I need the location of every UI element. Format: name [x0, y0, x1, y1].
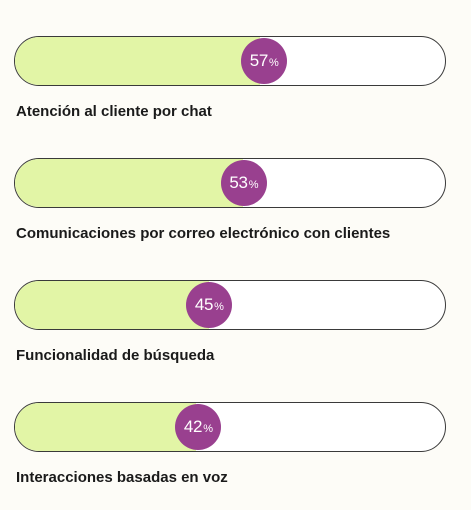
value-badge: 53% — [220, 160, 267, 206]
percent-sign: % — [214, 301, 224, 313]
value-label: 42 — [183, 417, 203, 436]
bar-item: 45% Funcionalidad de búsqueda — [14, 280, 447, 380]
category-label: Atención al cliente por chat — [16, 103, 212, 120]
value-label: 53 — [229, 173, 248, 192]
category-label: Interacciones basadas en voz — [16, 469, 228, 486]
bar-fill — [15, 403, 196, 451]
value-badge: 57% — [241, 38, 288, 84]
bar-fill — [15, 37, 261, 85]
value-label: 57 — [249, 51, 269, 70]
bar-track — [14, 36, 446, 86]
value-label: 45 — [194, 295, 214, 314]
bar-fill — [15, 159, 243, 207]
category-label: Funcionalidad de búsqueda — [16, 347, 215, 364]
bar-item: 53% Comunicaciones por correo electrónico… — [14, 158, 447, 258]
bar-item: 42% Interacciones basadas en voz — [14, 402, 447, 502]
bar-track — [14, 402, 446, 452]
value-badge: 42% — [175, 404, 222, 450]
percent-sign: % — [269, 57, 279, 69]
category-label: Comunicaciones por correo electrónico co… — [16, 225, 391, 242]
percent-sign: % — [203, 423, 213, 435]
bar-item: 57% Atención al cliente por chat — [14, 36, 447, 136]
bar-fill — [15, 281, 209, 329]
percent-sign: % — [248, 179, 259, 191]
value-badge: 45% — [186, 282, 233, 328]
